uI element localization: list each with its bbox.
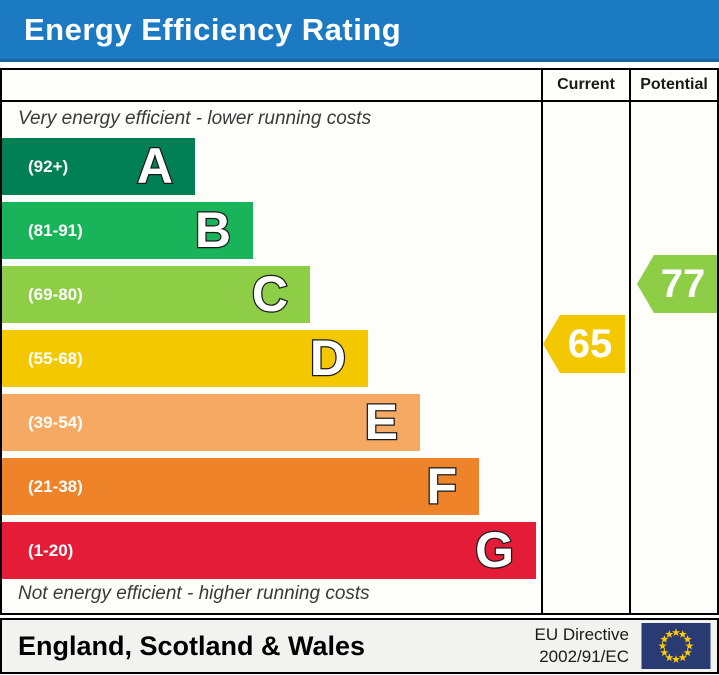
band-chart-area: Very energy efficient - lower running co… xyxy=(2,102,541,613)
band-f: (21-38) F xyxy=(2,457,479,516)
band-e-range: (39-54) xyxy=(28,412,83,432)
potential-rating-value: 77 xyxy=(660,261,706,306)
band-g-range: (1-20) xyxy=(28,540,74,560)
current-column: 65 xyxy=(541,102,629,613)
eu-directive-label: EU Directive 2002/91/EC xyxy=(535,624,629,668)
caption-top: Very energy efficient - lower running co… xyxy=(18,108,372,129)
band-b: (81-91) B xyxy=(2,201,253,260)
band-c-range: (69-80) xyxy=(28,284,83,304)
band-d-letter: D xyxy=(309,329,348,388)
current-rating-arrow: 65 xyxy=(543,315,625,373)
band-d: (55-68) D xyxy=(2,329,368,388)
potential-column-header: Potential xyxy=(629,70,717,102)
footer-region-label: England, Scotland & Wales xyxy=(18,630,366,661)
band-a: (92+) A xyxy=(2,137,195,196)
band-g: (1-20) G xyxy=(2,521,536,580)
page-title: Energy Efficiency Rating xyxy=(24,11,402,47)
band-g-letter: G xyxy=(474,521,515,580)
eu-directive-line2: 2002/91/EC xyxy=(539,647,629,666)
band-a-letter: A xyxy=(136,137,175,196)
rating-table: Current Potential Very energy efficient … xyxy=(0,68,719,615)
eu-flag-icon xyxy=(641,623,711,669)
band-f-letter: F xyxy=(425,457,458,516)
current-column-header: Current xyxy=(541,70,629,102)
band-c-letter: C xyxy=(251,265,290,324)
band-a-range: (92+) xyxy=(28,156,69,176)
potential-column: 77 xyxy=(629,102,717,613)
band-c: (69-80) C xyxy=(2,265,310,324)
current-rating-value: 65 xyxy=(567,321,613,366)
footer-bar: England, Scotland & Wales EU Directive 2… xyxy=(0,618,719,674)
eu-directive-line1: EU Directive xyxy=(534,624,629,644)
page-title-bar: Energy Efficiency Rating xyxy=(0,0,719,62)
band-b-range: (81-91) xyxy=(28,220,83,240)
band-e: (39-54) E xyxy=(2,393,420,452)
header-spacer-cell xyxy=(2,70,541,102)
band-list: (92+) A (81-91) B (69-80) C (55-68) D (3… xyxy=(2,137,541,586)
potential-rating-arrow: 77 xyxy=(637,255,717,313)
band-f-range: (21-38) xyxy=(28,476,83,496)
current-column-label: Current xyxy=(557,76,615,93)
band-b-letter: B xyxy=(194,201,233,260)
caption-bottom: Not energy efficient - higher running co… xyxy=(18,583,370,604)
potential-column-label: Potential xyxy=(640,76,708,93)
band-e-letter: E xyxy=(363,393,399,452)
band-d-range: (55-68) xyxy=(28,348,83,368)
